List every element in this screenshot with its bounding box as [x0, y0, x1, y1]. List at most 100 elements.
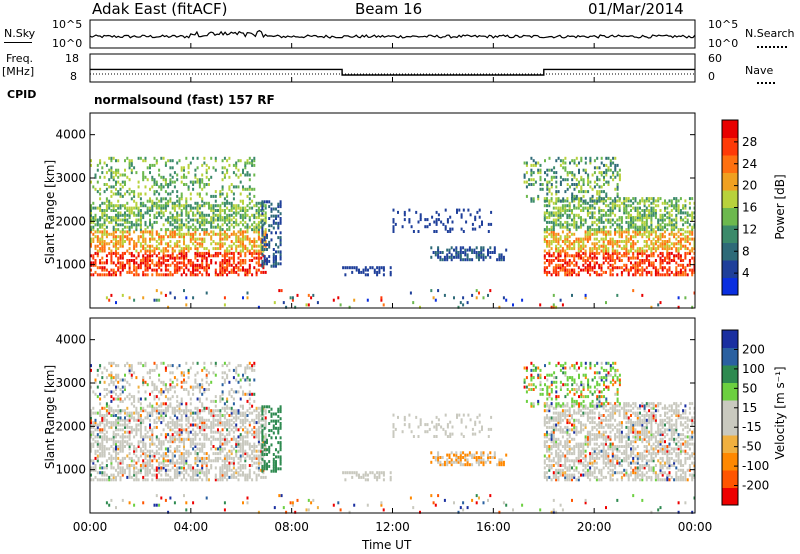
velocity-cell	[149, 445, 151, 448]
power-cell	[546, 180, 549, 184]
velocity-cell	[158, 437, 161, 441]
velocity-cell	[246, 452, 249, 456]
power-cell	[239, 192, 242, 196]
power-cell	[632, 201, 635, 205]
power-cell	[260, 249, 263, 253]
power-cell	[618, 178, 621, 182]
power-cell	[573, 213, 576, 217]
power-cell	[666, 251, 669, 255]
power-cell	[555, 218, 558, 222]
power-cell	[636, 225, 639, 229]
power-cell	[571, 209, 573, 212]
power-cell	[627, 240, 630, 243]
power-cell	[688, 261, 691, 265]
power-cell	[530, 163, 533, 167]
power-cell	[270, 207, 273, 211]
power-cell	[598, 194, 601, 198]
power-cell	[552, 270, 555, 274]
power-cell	[434, 253, 437, 257]
power-cell	[121, 242, 124, 246]
power-cell	[221, 273, 224, 277]
power-cell	[189, 204, 192, 208]
velocity-cell	[135, 461, 138, 465]
power-cell	[223, 209, 226, 212]
velocity-cell	[230, 445, 233, 448]
power-cell	[149, 249, 151, 253]
power-cell	[659, 256, 662, 260]
power-cell	[235, 166, 238, 170]
velocity-cell	[139, 418, 142, 422]
power-cell	[487, 293, 489, 297]
power-cell	[650, 197, 653, 201]
power-cell	[183, 232, 185, 236]
power-cell	[566, 187, 569, 191]
power-cell	[409, 291, 412, 295]
power-cell	[543, 228, 546, 232]
power-cell	[639, 249, 641, 253]
power-cell	[253, 159, 256, 163]
power-cell	[575, 185, 578, 189]
power-cell	[90, 213, 92, 217]
velocity-cell	[180, 428, 183, 432]
velocity-cell	[173, 471, 176, 475]
velocity-cell	[108, 404, 111, 408]
power-cell	[598, 197, 601, 201]
power-cell	[596, 178, 599, 182]
power-cell	[625, 249, 628, 253]
power-cell	[591, 211, 594, 215]
power-cell	[203, 183, 206, 186]
power-cell	[591, 247, 594, 251]
power-cell	[645, 242, 648, 246]
power-cell	[498, 305, 501, 309]
velocity-cell	[255, 449, 258, 453]
power-cell	[257, 256, 260, 260]
power-cell	[192, 273, 195, 277]
power-cell	[618, 206, 621, 210]
power-cell	[185, 225, 188, 229]
power-cell	[99, 242, 102, 246]
power-cell	[235, 161, 238, 165]
power-cell	[212, 254, 215, 258]
velocity-cell	[96, 435, 99, 439]
power-cell	[650, 261, 653, 265]
power-cell	[344, 273, 347, 277]
nsearch-dots	[757, 46, 787, 48]
power-cell	[673, 223, 676, 227]
power-cell	[475, 253, 478, 257]
power-cell	[668, 237, 671, 241]
power-cell	[192, 156, 195, 160]
power-cell	[167, 192, 170, 196]
power-cell	[589, 211, 592, 215]
velocity-cell	[92, 433, 95, 437]
power-cell	[555, 256, 558, 260]
power-cell	[108, 273, 111, 277]
power-cell	[559, 266, 562, 270]
power-cell	[117, 268, 120, 272]
power-cell	[573, 256, 576, 260]
power-cell	[155, 273, 158, 277]
power-cell	[616, 254, 619, 258]
power-cell	[675, 273, 678, 277]
power-cell	[573, 244, 576, 248]
power-cell	[373, 268, 376, 272]
velocity-cell	[248, 442, 251, 446]
power-cell	[691, 230, 694, 234]
velocity-cell	[253, 433, 256, 437]
power-cell	[589, 161, 592, 165]
power-cell	[584, 168, 587, 172]
power-cell	[557, 254, 560, 258]
power-cell	[219, 232, 222, 236]
power-cell	[566, 270, 569, 274]
power-cell	[244, 270, 247, 274]
power-cell	[575, 156, 578, 160]
power-cell	[196, 263, 199, 267]
velocity-cell	[151, 435, 154, 439]
velocity-cell	[144, 416, 147, 420]
power-cell	[192, 187, 195, 191]
power-cell	[455, 251, 458, 254]
velocity-cell	[108, 421, 111, 425]
power-cell	[307, 303, 310, 307]
power-cell	[260, 247, 263, 251]
power-cell	[169, 180, 172, 184]
power-cell	[589, 256, 592, 260]
